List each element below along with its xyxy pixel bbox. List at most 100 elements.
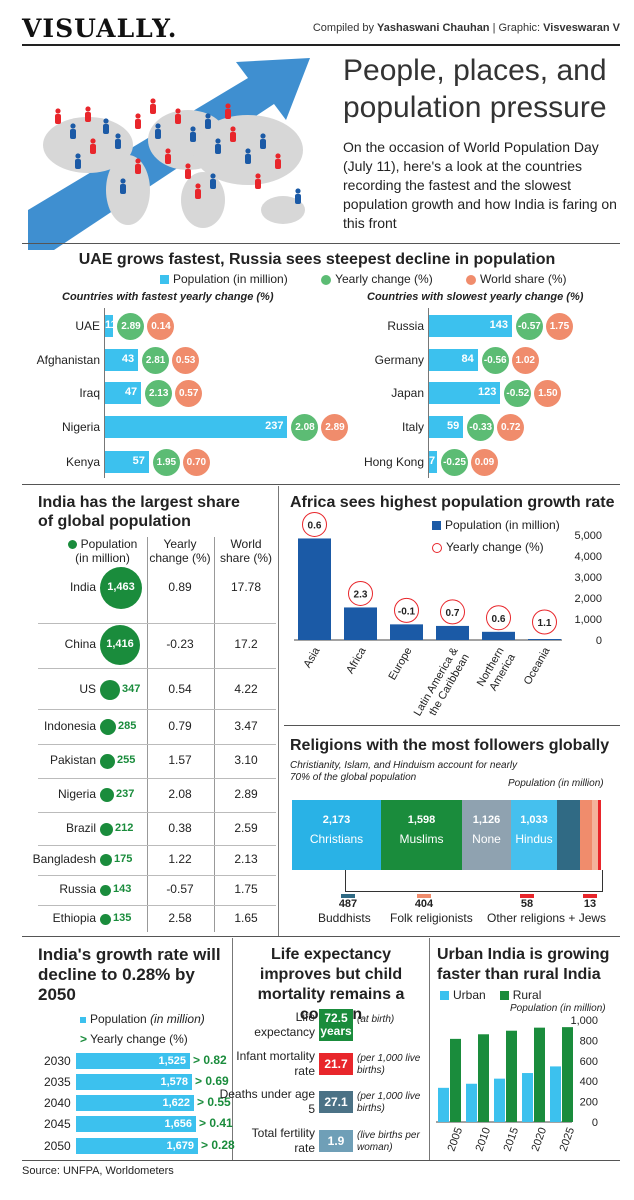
yearly-change-value: 1.22 [168, 852, 192, 866]
health-label: Infant mortality [236, 1049, 315, 1063]
slow-world-share-circle: 1.02 [511, 347, 539, 374]
person-head-icon [165, 148, 171, 154]
person-head-icon [225, 103, 231, 109]
year-label: 2025 [558, 1126, 578, 1153]
person-head-icon [90, 138, 96, 144]
person-body-icon [90, 144, 96, 154]
year-label: 2005 [446, 1126, 466, 1153]
religion-label: Hindus [515, 832, 553, 846]
religion-bracket [345, 870, 603, 892]
yearly-change-circle [348, 580, 373, 606]
slow-yearly-change-circle: -0.33 [467, 414, 495, 441]
projection-population: 1,525 [158, 1055, 186, 1067]
person-head-icon [155, 123, 161, 129]
projection-population: 1,578 [160, 1076, 188, 1088]
person-head-icon [150, 98, 156, 104]
health-note: (at birth) [357, 1014, 395, 1025]
region-label: Asia [302, 645, 324, 670]
yearly-change-value: 0.89 [168, 580, 192, 594]
population-bubble [100, 625, 140, 665]
religion-value: 1,126 [472, 814, 501, 826]
table-row-divider [38, 875, 276, 876]
urban-bar [550, 1066, 561, 1122]
projection-bar [76, 1138, 198, 1154]
person-body-icon [195, 189, 201, 199]
population-value: 175 [114, 853, 133, 865]
person-head-icon [230, 126, 236, 132]
religion-value: 2,173 [322, 814, 351, 826]
projection-year: 2050 [44, 1139, 71, 1153]
population-value: 285 [118, 720, 137, 732]
table-country: India [69, 580, 96, 594]
fast-yearly-change-circle: 2.89 [117, 313, 145, 340]
person-body-icon [165, 154, 171, 164]
table-country: Pakistan [49, 753, 96, 767]
person-body-icon [175, 114, 181, 124]
fast-population-value: 57 [132, 455, 145, 467]
person-body-icon [75, 159, 81, 169]
population-value: 1,463 [107, 581, 135, 593]
table-row-divider [38, 667, 276, 669]
section7-title: Urban India is growing faster than rural… [437, 946, 610, 983]
population-value: 255 [117, 754, 136, 766]
person-body-icon [190, 132, 196, 142]
world-share-value: 2.13 [234, 852, 258, 866]
person-head-icon [135, 158, 141, 164]
projection-yearly-change: > 0.41 [199, 1116, 233, 1130]
person-body-icon [205, 119, 211, 129]
person-body-icon [215, 144, 221, 154]
person-body-icon [85, 112, 91, 122]
projection-bar [76, 1116, 196, 1132]
table-country: US [79, 682, 96, 696]
person-head-icon [75, 153, 81, 159]
yearly-change-circle [394, 597, 419, 623]
religion-label: Muslims [399, 832, 444, 846]
religion-segment [381, 800, 462, 870]
religion-label-others: Other religions + Jews [487, 911, 607, 925]
table-row-divider [38, 778, 276, 779]
region-population-bar [390, 624, 423, 640]
world-share-value: 3.10 [234, 753, 258, 767]
yearly-change-label: -0.1 [398, 606, 416, 617]
yearly-change-value: -0.23 [166, 637, 194, 651]
slow-yearly-change-circle: -0.25 [441, 449, 468, 476]
fast-population-bar [105, 382, 142, 404]
section7-unit: Population (in million) [510, 1003, 606, 1014]
projection-year: 2040 [44, 1096, 71, 1110]
person-head-icon [135, 113, 141, 119]
table-row-divider [38, 744, 276, 745]
health-value: 27.1 [324, 1094, 348, 1109]
yearly-change-label: 1.1 [538, 618, 552, 629]
projection-year: 2030 [44, 1054, 71, 1068]
hero-illustration [28, 58, 310, 250]
person-body-icon [135, 119, 141, 129]
religion-label: Folk religionists [390, 911, 473, 925]
population-bubble [100, 719, 116, 735]
table-row-divider [38, 622, 276, 624]
slow-population-bar [429, 315, 512, 337]
table-row-divider [38, 844, 276, 846]
fast-country-label: Iraq [79, 386, 100, 400]
health-value-box: 1.9 [319, 1130, 353, 1152]
health-label: expectancy [254, 1025, 315, 1039]
projection-population: 1,622 [162, 1097, 190, 1109]
person-body-icon [115, 139, 121, 149]
slow-yearly-change-circle: -0.52 [504, 380, 532, 407]
yearly-change-value: 2.58 [168, 911, 192, 925]
religion-marker [583, 894, 597, 898]
health-value: 21.7 [324, 1056, 348, 1071]
projection-yearly-change: > 0.82 [193, 1053, 227, 1067]
person-body-icon [185, 169, 191, 179]
projection-bar [76, 1053, 190, 1069]
y-tick-label: 200 [580, 1097, 598, 1109]
rural-bar [534, 1027, 545, 1122]
year-label: 2015 [502, 1126, 522, 1153]
rural-bar [450, 1038, 461, 1122]
person-head-icon [103, 118, 109, 124]
urban-bar [494, 1078, 505, 1122]
yearly-change-value: 2.08 [168, 787, 192, 801]
slow-population-value: 7 [429, 455, 436, 467]
religion-segment [592, 800, 598, 870]
fast-world-share-circle: 0.57 [175, 380, 203, 407]
rural-bar [478, 1034, 489, 1122]
